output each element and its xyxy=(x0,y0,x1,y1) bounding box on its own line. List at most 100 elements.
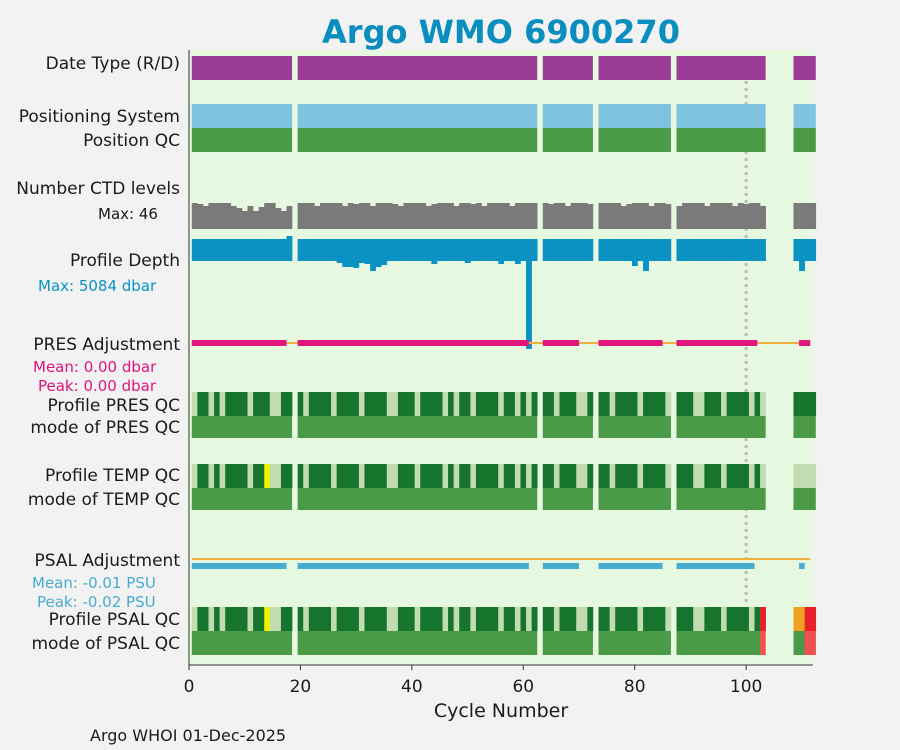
ctd-level-bar xyxy=(264,203,271,229)
profile-qc-cell xyxy=(481,464,488,488)
profile-qc-cell xyxy=(464,392,471,416)
profile-qc-cell xyxy=(453,607,460,631)
ctd-level-bar xyxy=(743,204,750,229)
x-tick-label: 40 xyxy=(401,677,423,697)
profile-depth-bar xyxy=(280,239,287,261)
ctd-level-bar xyxy=(230,206,237,229)
profile-qc-cell xyxy=(793,392,800,416)
profile-qc-cell xyxy=(492,464,499,488)
profile-qc-cell xyxy=(715,464,722,488)
mode-psal-qc-bar xyxy=(297,631,538,655)
profile-qc-cell xyxy=(425,392,432,416)
profile-depth-bar xyxy=(459,239,466,261)
profile-qc-cell xyxy=(269,392,276,416)
row-label-profile-pres-qc: Profile PRES QC xyxy=(47,396,180,416)
profile-qc-cell xyxy=(704,392,711,416)
ctd-level-bar xyxy=(403,203,410,229)
ctd-level-bar xyxy=(726,203,733,229)
profile-qc-cell xyxy=(230,464,237,488)
profile-qc-cell xyxy=(280,392,287,416)
profile-depth-bar xyxy=(375,239,382,267)
ctd-level-bar xyxy=(386,203,393,229)
profile-depth-bar xyxy=(364,239,371,264)
row-label-psal-adjustment: PSAL Adjustment xyxy=(35,551,181,571)
profile-qc-cell xyxy=(258,464,265,488)
ctd-level-bar xyxy=(420,203,427,229)
profile-qc-cell xyxy=(308,464,315,488)
ctd-level-bar xyxy=(553,203,560,229)
date-type-bar xyxy=(676,56,766,80)
profile-qc-cell xyxy=(414,607,421,631)
ctd-level-bar xyxy=(565,206,571,229)
profile-depth-bar xyxy=(810,239,817,261)
profile-qc-cell xyxy=(225,392,232,416)
ctd-level-bar xyxy=(576,203,583,229)
profile-qc-cell xyxy=(526,607,532,631)
profile-depth-bar xyxy=(542,239,549,261)
profile-qc-cell xyxy=(375,464,382,488)
profile-qc-cell xyxy=(715,392,722,416)
profile-qc-cell xyxy=(448,392,454,416)
profile-qc-cell xyxy=(615,607,622,631)
profile-depth-bar xyxy=(715,239,722,261)
profile-qc-cell xyxy=(487,392,493,416)
profile-qc-cell xyxy=(576,392,583,416)
ctd-level-bar xyxy=(325,203,332,229)
profile-qc-cell xyxy=(347,607,354,631)
profile-qc-cell xyxy=(319,464,326,488)
profile-depth-bar xyxy=(264,239,271,261)
profile-qc-cell xyxy=(342,464,349,488)
profile-qc-cell xyxy=(559,392,566,416)
profile-qc-cell xyxy=(253,607,259,631)
profile-depth-bar xyxy=(531,239,538,261)
ctd-level-bar xyxy=(698,203,705,229)
profile-depth-bar xyxy=(214,239,220,261)
profile-qc-cell xyxy=(247,464,254,488)
chart-title: Argo WMO 6900270 xyxy=(322,13,680,51)
profile-depth-bar xyxy=(576,239,583,261)
profile-qc-cell xyxy=(364,607,371,631)
ctd-level-bar xyxy=(682,203,688,229)
profile-qc-cell xyxy=(581,607,588,631)
profile-qc-cell xyxy=(793,464,800,488)
profile-qc-cell xyxy=(331,464,337,488)
profile-qc-cell xyxy=(659,607,666,631)
profile-depth-bar xyxy=(804,239,811,261)
profile-qc-cell xyxy=(353,464,360,488)
profile-qc-cell xyxy=(509,392,516,416)
profile-qc-cell xyxy=(409,464,415,488)
ctd-level-bar xyxy=(286,206,293,229)
profile-depth-bar xyxy=(693,239,700,261)
ctd-level-bar xyxy=(275,208,282,229)
ctd-level-bar xyxy=(219,203,226,229)
ctd-level-bar xyxy=(464,203,471,229)
position-qc-bar xyxy=(542,128,593,152)
profile-depth-bar xyxy=(598,239,605,261)
mode-psal-qc-bar xyxy=(191,631,293,655)
profile-depth-bar xyxy=(403,239,410,261)
ctd-level-bar xyxy=(347,203,354,229)
profile-qc-cell xyxy=(470,607,477,631)
profile-qc-cell xyxy=(264,464,271,488)
position-qc-bar xyxy=(793,128,816,152)
profile-qc-cell xyxy=(804,392,811,416)
profile-qc-cell xyxy=(353,607,360,631)
profile-qc-cell xyxy=(336,392,343,416)
ctd-level-bar xyxy=(470,204,477,229)
psal-adjustment-bar xyxy=(676,563,755,569)
profile-depth-bar xyxy=(732,239,739,261)
mode-temp-qc-bar xyxy=(297,488,538,510)
profile-depth-bar xyxy=(420,239,427,261)
profile-qc-cell xyxy=(799,392,805,416)
profile-qc-cell xyxy=(459,607,466,631)
ctd-level-bar xyxy=(620,206,627,229)
profile-qc-cell xyxy=(570,392,577,416)
profile-qc-cell xyxy=(464,464,471,488)
row-label-mode-pres-qc: mode of PRES QC xyxy=(30,418,180,438)
ctd-level-bar xyxy=(531,203,538,229)
profile-qc-cell xyxy=(202,607,209,631)
profile-qc-cell xyxy=(253,464,259,488)
profile-qc-cell xyxy=(264,392,271,416)
profile-qc-cell xyxy=(197,392,204,416)
profile-qc-cell xyxy=(386,607,393,631)
